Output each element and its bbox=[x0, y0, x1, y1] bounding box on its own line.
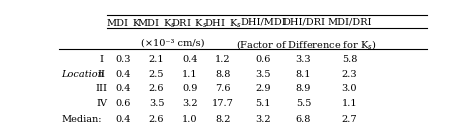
Text: Median:: Median: bbox=[61, 115, 101, 124]
Text: II: II bbox=[98, 70, 106, 79]
Text: DRI_K$_s$: DRI_K$_s$ bbox=[171, 18, 208, 31]
Text: 0.3: 0.3 bbox=[116, 55, 131, 64]
Text: 0.6: 0.6 bbox=[116, 99, 131, 108]
Text: 2.3: 2.3 bbox=[342, 70, 357, 79]
Text: 3.2: 3.2 bbox=[182, 99, 198, 108]
Text: I: I bbox=[100, 55, 103, 64]
Text: DHI_K$_s$: DHI_K$_s$ bbox=[204, 18, 242, 31]
Text: (Factor of Difference for K$_s$): (Factor of Difference for K$_s$) bbox=[236, 38, 376, 52]
Text: 1.1: 1.1 bbox=[182, 70, 198, 79]
Text: 7.6: 7.6 bbox=[215, 84, 230, 93]
Text: 5.1: 5.1 bbox=[255, 99, 271, 108]
Text: 0.9: 0.9 bbox=[182, 84, 197, 93]
Text: 8.1: 8.1 bbox=[296, 70, 311, 79]
Text: 2.5: 2.5 bbox=[149, 70, 164, 79]
Text: (×10⁻³ cm/s): (×10⁻³ cm/s) bbox=[141, 38, 205, 47]
Text: 1.1: 1.1 bbox=[342, 99, 357, 108]
Text: MDI_K$_s$: MDI_K$_s$ bbox=[137, 18, 176, 31]
Text: 6.8: 6.8 bbox=[296, 115, 311, 124]
Text: 0.6: 0.6 bbox=[255, 55, 271, 64]
Text: 8.8: 8.8 bbox=[215, 70, 230, 79]
Text: DHI/MDI: DHI/MDI bbox=[240, 18, 286, 27]
Text: 3.5: 3.5 bbox=[149, 99, 164, 108]
Text: 1.0: 1.0 bbox=[182, 115, 197, 124]
Text: 8.2: 8.2 bbox=[215, 115, 230, 124]
Text: MDI/DRI: MDI/DRI bbox=[327, 18, 372, 27]
Text: 2.9: 2.9 bbox=[255, 84, 271, 93]
Text: 5.5: 5.5 bbox=[296, 99, 311, 108]
Text: DHI/DRI: DHI/DRI bbox=[282, 18, 325, 27]
Text: 8.9: 8.9 bbox=[296, 84, 311, 93]
Text: 5.8: 5.8 bbox=[342, 55, 357, 64]
Text: 3.5: 3.5 bbox=[255, 70, 271, 79]
Text: 3.3: 3.3 bbox=[296, 55, 311, 64]
Text: 1.2: 1.2 bbox=[215, 55, 230, 64]
Text: 0.4: 0.4 bbox=[116, 70, 131, 79]
Text: 2.6: 2.6 bbox=[149, 115, 164, 124]
Text: 2.6: 2.6 bbox=[149, 84, 164, 93]
Text: MDI_K: MDI_K bbox=[106, 18, 141, 28]
Text: III: III bbox=[95, 84, 108, 93]
Text: 2.1: 2.1 bbox=[149, 55, 164, 64]
Text: 3.2: 3.2 bbox=[255, 115, 271, 124]
Text: 0.4: 0.4 bbox=[116, 84, 131, 93]
Text: 2.7: 2.7 bbox=[342, 115, 357, 124]
Text: Location: Location bbox=[61, 70, 104, 79]
Text: 3.0: 3.0 bbox=[342, 84, 357, 93]
Text: 17.7: 17.7 bbox=[212, 99, 234, 108]
Text: 0.4: 0.4 bbox=[116, 115, 131, 124]
Text: 0.4: 0.4 bbox=[182, 55, 197, 64]
Text: IV: IV bbox=[96, 99, 107, 108]
